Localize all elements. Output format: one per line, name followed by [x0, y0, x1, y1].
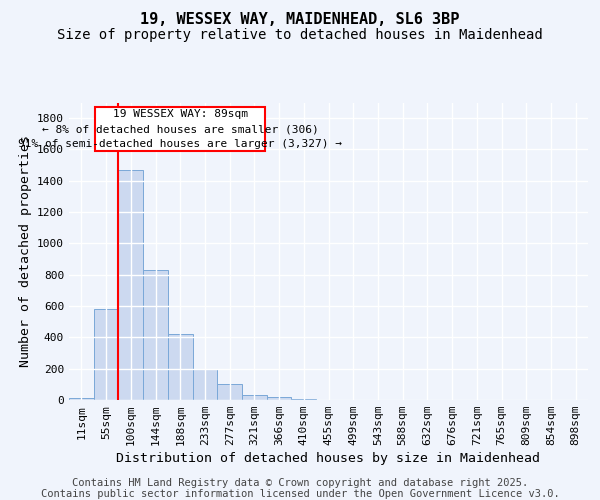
Bar — [143, 270, 168, 400]
Bar — [168, 334, 193, 400]
Text: 19 WESSEX WAY: 89sqm
← 8% of detached houses are smaller (306)
91% of semi-detac: 19 WESSEX WAY: 89sqm ← 8% of detached ho… — [18, 110, 342, 149]
Bar — [267, 397, 292, 400]
Text: Contains HM Land Registry data © Crown copyright and database right 2025.: Contains HM Land Registry data © Crown c… — [72, 478, 528, 488]
Bar — [94, 309, 118, 400]
Text: Size of property relative to detached houses in Maidenhead: Size of property relative to detached ho… — [57, 28, 543, 42]
Bar — [217, 384, 242, 400]
Y-axis label: Number of detached properties: Number of detached properties — [19, 135, 32, 367]
Bar — [69, 398, 94, 400]
Text: 19, WESSEX WAY, MAIDENHEAD, SL6 3BP: 19, WESSEX WAY, MAIDENHEAD, SL6 3BP — [140, 12, 460, 28]
Bar — [118, 170, 143, 400]
Bar — [292, 399, 316, 400]
FancyBboxPatch shape — [95, 107, 265, 151]
X-axis label: Distribution of detached houses by size in Maidenhead: Distribution of detached houses by size … — [116, 452, 541, 466]
Text: Contains public sector information licensed under the Open Government Licence v3: Contains public sector information licen… — [41, 489, 559, 499]
Bar — [193, 368, 217, 400]
Bar — [242, 394, 267, 400]
